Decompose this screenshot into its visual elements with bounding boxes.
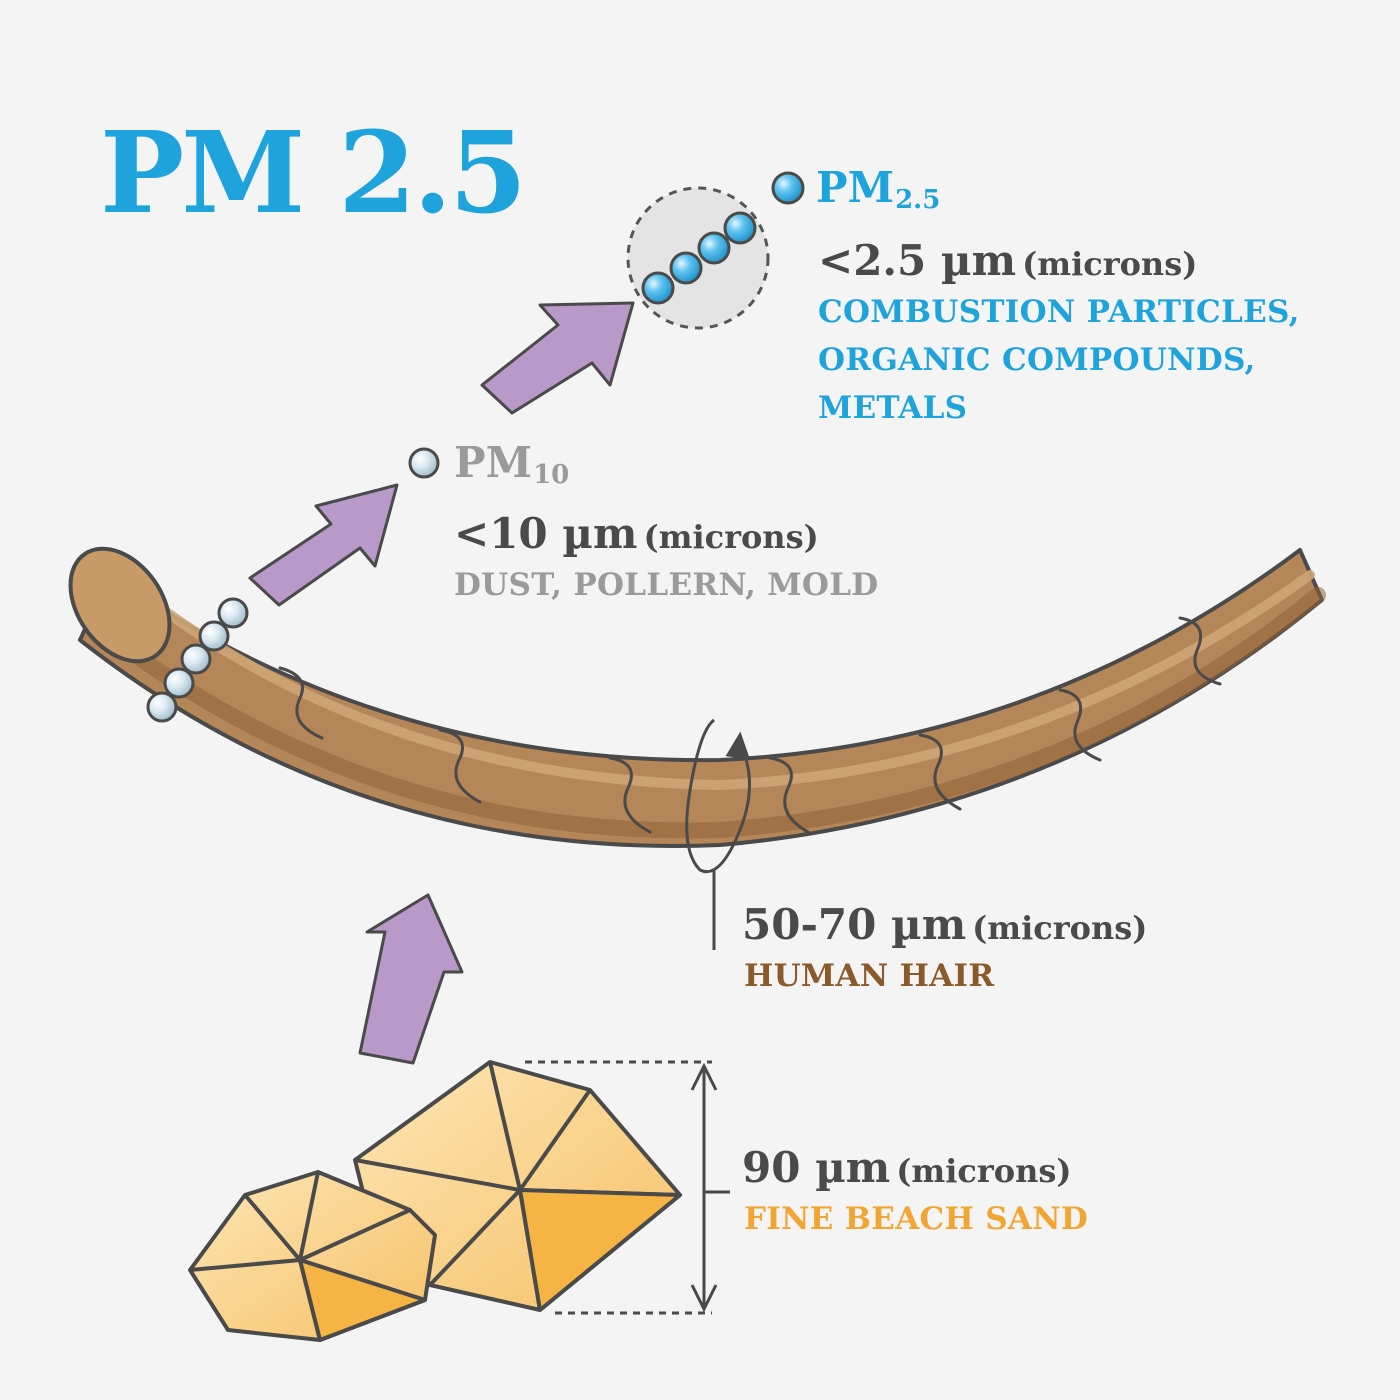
pm10-label: PM10 <box>454 438 569 490</box>
pm25-desc-line: ORGANIC COMPOUNDS, <box>818 342 1256 378</box>
hair-size-value: 50-70 µm <box>742 900 967 949</box>
hair-description: HUMAN HAIR <box>744 958 995 994</box>
arrow-sand-to-hair-icon <box>358 893 464 1065</box>
hair-size-unit: (microns) <box>972 909 1148 947</box>
pm25-magnifier-icon <box>626 186 770 330</box>
sand-size-unit: (microns) <box>896 1152 1072 1190</box>
human-hair-icon <box>68 546 1326 873</box>
pm10-description: DUST, POLLERN, MOLD <box>454 567 879 603</box>
sand-size: 90 µm (microns) <box>742 1143 1072 1192</box>
rotation-arrow-icon <box>685 718 751 873</box>
pm10-size-value: <10 µm <box>454 509 638 558</box>
pm10-size-unit: (microns) <box>643 518 819 556</box>
pm10-particle-icon <box>408 447 440 479</box>
sand-size-value: 90 µm <box>742 1143 891 1192</box>
pm25-size: <2.5 µm (microns) <box>818 236 1197 285</box>
pm10-label-sub: 10 <box>533 460 570 490</box>
pm25-size-value: <2.5 µm <box>818 236 1017 285</box>
arrow-pm10-to-pm25-icon <box>480 301 635 415</box>
sand-description: FINE BEACH SAND <box>744 1201 1089 1237</box>
pm25-particle-icon <box>771 171 805 205</box>
pm25-desc-line: METALS <box>818 390 968 426</box>
pm25-description: COMBUSTION PARTICLES, ORGANIC COMPOUNDS,… <box>818 288 1300 432</box>
pm10-size: <10 µm (microns) <box>454 509 819 558</box>
pm25-label-main: PM <box>816 163 895 212</box>
pm25-label: PM2.5 <box>816 163 940 215</box>
hair-size: 50-70 µm (microns) <box>742 900 1147 949</box>
arrow-hair-to-pm10-icon <box>248 483 399 607</box>
pm25-label-sub: 2.5 <box>895 185 941 215</box>
page-title: PM 2.5 <box>100 108 527 239</box>
pm25-desc-line: COMBUSTION PARTICLES, <box>818 294 1300 330</box>
pm10-label-main: PM <box>454 438 533 487</box>
pm25-size-unit: (microns) <box>1022 245 1198 283</box>
sand-grain-icon <box>188 1060 682 1342</box>
pm10-beads-on-hair <box>146 597 249 723</box>
size-arrow-icon <box>525 1060 730 1315</box>
